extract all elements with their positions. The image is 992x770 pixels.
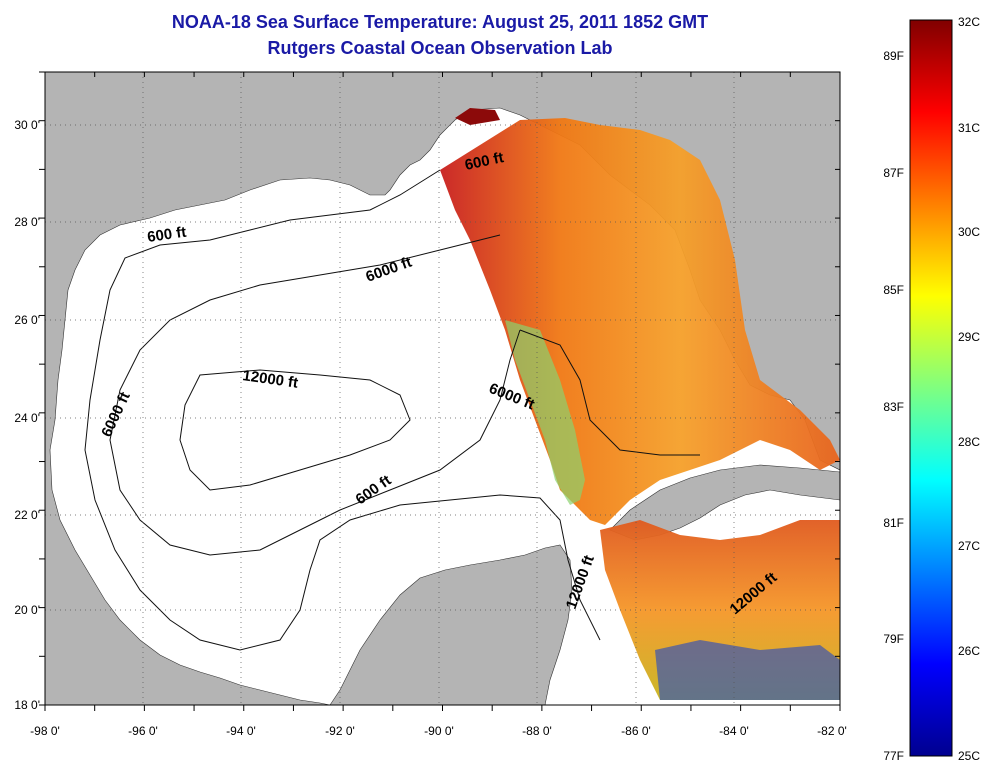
sst-cool-patch <box>655 640 840 700</box>
lon-label: -86 0' <box>621 724 651 738</box>
colorbar-f-label: 87F <box>883 166 904 180</box>
colorbar-f-label: 77F <box>883 749 904 763</box>
longitude-labels: -98 0' -96 0' -94 0' -92 0' -90 0' -88 0… <box>30 724 847 738</box>
lat-label: 22 0' <box>14 508 40 522</box>
lat-label: 30 0' <box>14 118 40 132</box>
colorbar <box>909 19 953 757</box>
lon-label: -88 0' <box>522 724 552 738</box>
contour-label: 600 ft <box>146 224 187 246</box>
colorbar-c-label: 30C <box>958 225 980 239</box>
contour-12000ft <box>179 369 411 491</box>
contour-600ft <box>84 169 601 651</box>
contour-6000ft-east <box>519 329 700 456</box>
lon-label: -82 0' <box>817 724 847 738</box>
chart-title: NOAA-18 Sea Surface Temperature: August … <box>171 12 709 32</box>
colorbar-f-label: 81F <box>883 516 904 530</box>
colorbar-c-label: 25C <box>958 749 980 763</box>
colorbar-f-label: 89F <box>883 49 904 63</box>
colorbar-celsius-labels: 32C 31C 30C 29C 28C 27C 26C 25C <box>958 15 980 763</box>
contour-6000ft <box>109 234 521 556</box>
colorbar-c-label: 27C <box>958 539 980 553</box>
colorbar-c-label: 31C <box>958 121 980 135</box>
colorbar-c-label: 32C <box>958 15 980 29</box>
land-yucatan <box>329 544 573 705</box>
colorbar-f-label: 85F <box>883 283 904 297</box>
sst-warm-spot <box>455 108 500 125</box>
lat-label: 24 0' <box>14 411 40 425</box>
colorbar-fahrenheit-labels: 89F 87F 85F 83F 81F 79F 77F <box>883 49 904 763</box>
lat-label: 28 0' <box>14 215 40 229</box>
lon-label: -92 0' <box>325 724 355 738</box>
lat-label: 18 0' <box>14 698 40 712</box>
lon-label: -90 0' <box>424 724 454 738</box>
grid-lines <box>45 72 840 705</box>
colorbar-f-label: 83F <box>883 400 904 414</box>
colorbar-c-label: 26C <box>958 644 980 658</box>
colorbar-c-label: 28C <box>958 435 980 449</box>
colorbar-c-label: 29C <box>958 330 980 344</box>
latitude-labels: 30 0' 28 0' 26 0' 24 0' 22 0' 20 0' 18 0… <box>14 118 40 712</box>
lon-label: -96 0' <box>128 724 158 738</box>
axis-ticks <box>39 71 841 711</box>
sst-swath-cool-edge <box>505 320 585 505</box>
lat-label: 20 0' <box>14 603 40 617</box>
land-cuba <box>609 464 840 541</box>
lat-label: 26 0' <box>14 313 40 327</box>
lon-label: -98 0' <box>30 724 60 738</box>
chart-subtitle: Rutgers Coastal Ocean Observation Lab <box>267 38 613 58</box>
colorbar-f-label: 79F <box>883 632 904 646</box>
lon-label: -84 0' <box>719 724 749 738</box>
lon-label: -94 0' <box>226 724 256 738</box>
